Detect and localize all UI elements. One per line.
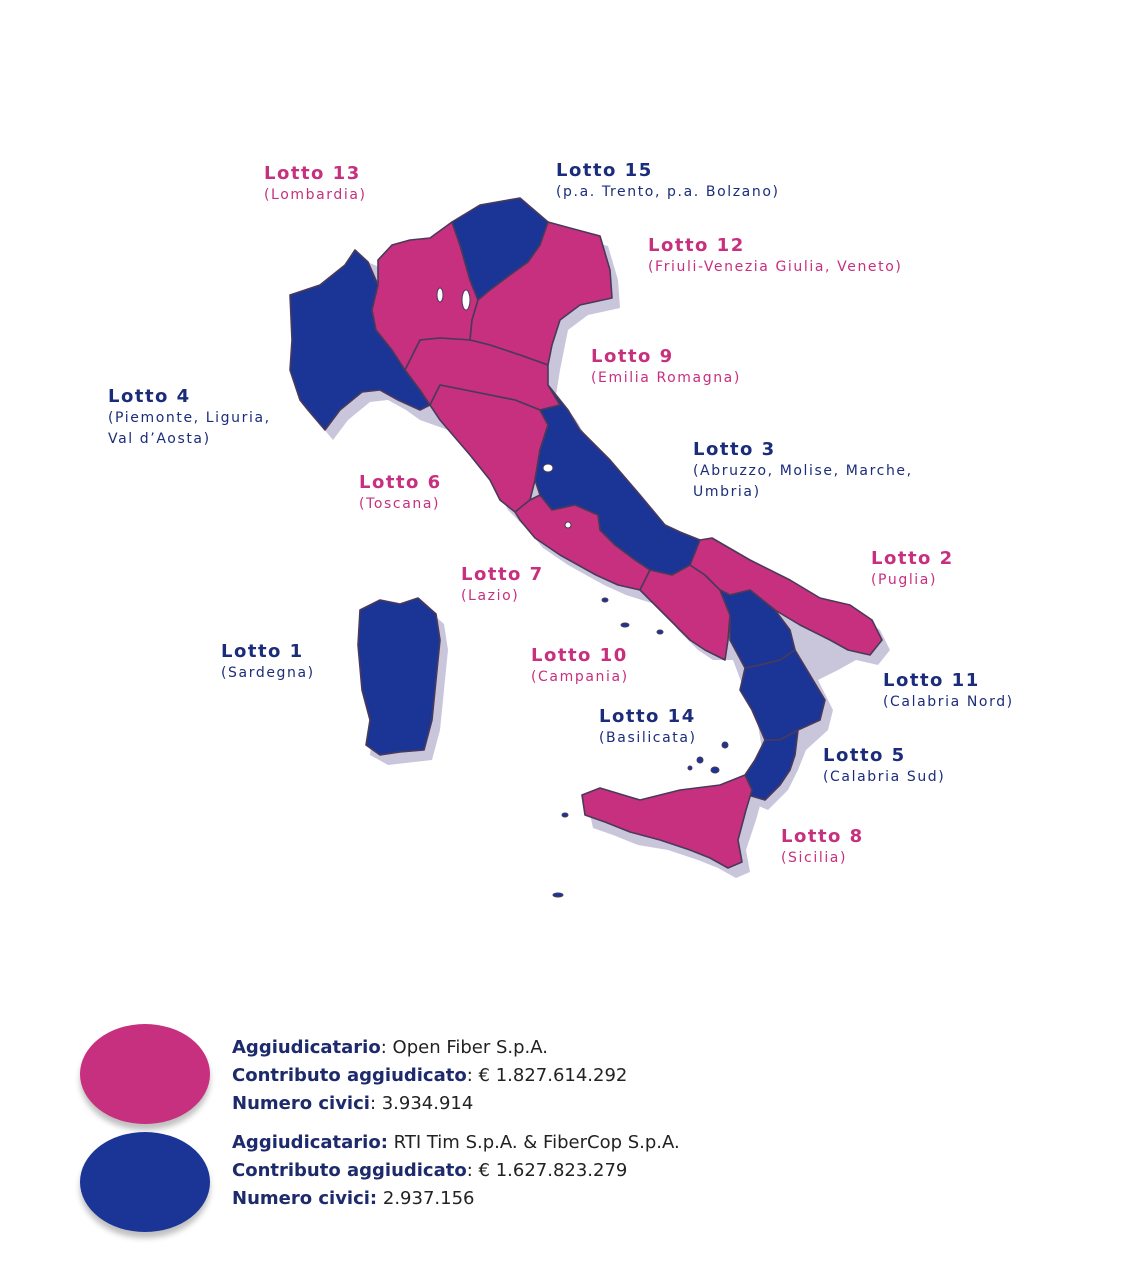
lotto-14-region: (Basilicata) xyxy=(599,730,697,746)
lakes xyxy=(436,287,572,529)
lotto-4-region-line-2: Val d’Aosta) xyxy=(108,431,211,447)
addresses-key: Numero civici: xyxy=(232,1188,378,1209)
small-islands xyxy=(552,597,729,898)
legend-open-fiber: Aggiudicatario: Open Fiber S.p.A. Contri… xyxy=(0,1024,1132,1124)
legend-contribution-line: Contributo aggiudicato: € 1.827.614.292 xyxy=(232,1062,627,1090)
lotto-2-title: Lotto 2 xyxy=(871,548,954,569)
legend-swatch-open-fiber xyxy=(80,1024,210,1124)
contribution-value: : € 1.627.823.279 xyxy=(466,1160,628,1181)
legend-awardee-line: Aggiudicatario: RTI Tim S.p.A. & FiberCo… xyxy=(232,1129,680,1157)
lotto-10-region: (Campania) xyxy=(531,669,629,685)
label-lotto-8: Lotto 8 (Sicilia) xyxy=(781,826,864,869)
region-lotto-7 xyxy=(514,494,651,591)
lotto-3-region-line-2: Umbria) xyxy=(693,484,761,500)
lotto-3-region-line-1: (Abruzzo, Molise, Marche, xyxy=(693,463,913,479)
addresses-value: 2.937.156 xyxy=(377,1188,475,1209)
contribution-key: Contributo aggiudicato xyxy=(232,1065,467,1086)
lotto-12-region: (Friuli-Venezia Giulia, Veneto) xyxy=(648,259,903,275)
label-lotto-4: Lotto 4 (Piemonte, Liguria, Val d’Aosta) xyxy=(108,386,271,450)
legend-text-tim-fibercop: Aggiudicatario: RTI Tim S.p.A. & FiberCo… xyxy=(232,1129,680,1213)
legend-swatch-tim-fibercop xyxy=(80,1132,210,1232)
lotto-13-title: Lotto 13 xyxy=(264,163,361,184)
lotto-3-title: Lotto 3 xyxy=(693,439,776,460)
label-lotto-14: Lotto 14 (Basilicata) xyxy=(599,706,697,749)
label-lotto-9: Lotto 9 (Emilia Romagna) xyxy=(591,346,741,389)
region-lotto-10 xyxy=(639,564,731,661)
contribution-value: : € 1.827.614.292 xyxy=(466,1065,628,1086)
lotto-7-region: (Lazio) xyxy=(461,588,520,604)
legend-addresses-line: Numero civici: 3.934.914 xyxy=(232,1090,627,1118)
lotto-5-region: (Calabria Sud) xyxy=(823,769,946,785)
label-lotto-1: Lotto 1 (Sardegna) xyxy=(221,641,315,684)
lotto-9-region: (Emilia Romagna) xyxy=(591,370,741,386)
lotto-15-title: Lotto 15 xyxy=(556,160,653,181)
lotto-2-region: (Puglia) xyxy=(871,572,938,588)
lotto-8-title: Lotto 8 xyxy=(781,826,864,847)
lotto-11-title: Lotto 11 xyxy=(883,670,980,691)
label-lotto-13: Lotto 13 (Lombardia) xyxy=(264,163,367,206)
legend-text-open-fiber: Aggiudicatario: Open Fiber S.p.A. Contri… xyxy=(232,1034,627,1118)
lotto-1-region: (Sardegna) xyxy=(221,665,315,681)
contribution-key: Contributo aggiudicato xyxy=(232,1160,467,1181)
label-lotto-5: Lotto 5 (Calabria Sud) xyxy=(823,745,945,788)
lotto-12-title: Lotto 12 xyxy=(648,235,745,256)
awardee-key: Aggiudicatario xyxy=(232,1037,381,1058)
lotto-4-title: Lotto 4 xyxy=(108,386,191,407)
legend-awardee-line: Aggiudicatario: Open Fiber S.p.A. xyxy=(232,1034,627,1062)
region-lotto-1 xyxy=(357,597,441,756)
region-lotto-5 xyxy=(744,729,799,801)
label-lotto-6: Lotto 6 (Toscana) xyxy=(359,472,442,515)
addresses-key: Numero civici xyxy=(232,1093,370,1114)
awardee-key: Aggiudicatario: xyxy=(232,1132,388,1153)
lotto-8-region: (Sicilia) xyxy=(781,850,848,866)
lotto-10-title: Lotto 10 xyxy=(531,645,628,666)
lotto-6-title: Lotto 6 xyxy=(359,472,442,493)
legend-addresses-line: Numero civici: 2.937.156 xyxy=(232,1185,680,1213)
lotto-15-region: (p.a. Trento, p.a. Bolzano) xyxy=(556,184,780,200)
legend-tim-fibercop: Aggiudicatario: RTI Tim S.p.A. & FiberCo… xyxy=(0,1132,1132,1232)
lotto-6-region: (Toscana) xyxy=(359,496,441,512)
label-lotto-7: Lotto 7 (Lazio) xyxy=(461,564,544,607)
awardee-value: : Open Fiber S.p.A. xyxy=(380,1037,548,1058)
region-lotto-8 xyxy=(581,774,753,869)
awardee-value: RTI Tim S.p.A. & FiberCop S.p.A. xyxy=(387,1132,680,1153)
italy-map xyxy=(289,197,890,898)
addresses-value: : 3.934.914 xyxy=(369,1093,474,1114)
lotto-5-title: Lotto 5 xyxy=(823,745,906,766)
lotto-14-title: Lotto 14 xyxy=(599,706,696,727)
region-lotto-11 xyxy=(739,649,826,741)
legend-contribution-line: Contributo aggiudicato: € 1.627.823.279 xyxy=(232,1157,680,1185)
label-lotto-11: Lotto 11 (Calabria Nord) xyxy=(883,670,1014,713)
lotto-7-title: Lotto 7 xyxy=(461,564,544,585)
lotto-13-region: (Lombardia) xyxy=(264,187,367,203)
label-lotto-15: Lotto 15 (p.a. Trento, p.a. Bolzano) xyxy=(556,160,780,203)
label-lotto-10: Lotto 10 (Campania) xyxy=(531,645,629,688)
lotto-1-title: Lotto 1 xyxy=(221,641,304,662)
label-lotto-2: Lotto 2 (Puglia) xyxy=(871,548,954,591)
lotto-11-region: (Calabria Nord) xyxy=(883,694,1014,710)
label-lotto-3: Lotto 3 (Abruzzo, Molise, Marche, Umbria… xyxy=(693,439,913,503)
lotto-9-title: Lotto 9 xyxy=(591,346,674,367)
lotto-4-region-line-1: (Piemonte, Liguria, xyxy=(108,410,271,426)
label-lotto-12: Lotto 12 (Friuli-Venezia Giulia, Veneto) xyxy=(648,235,902,278)
